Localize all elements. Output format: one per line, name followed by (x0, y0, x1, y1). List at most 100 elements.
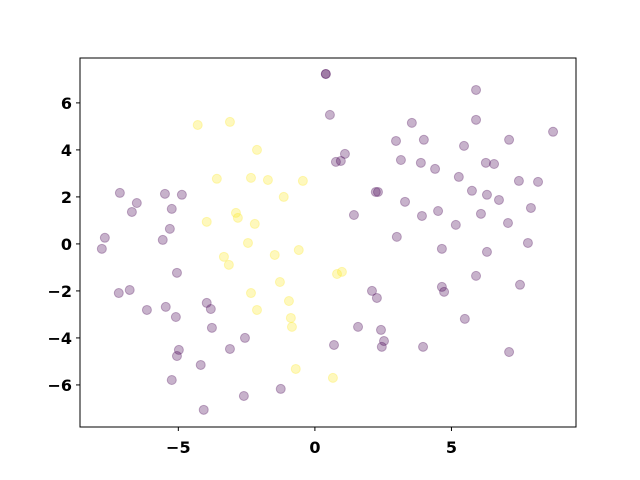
scatter-point (324, 109, 335, 120)
scatter-point (391, 135, 402, 146)
x-tick-label: −5 (166, 438, 191, 457)
scatter-point (481, 189, 492, 200)
x-tick-label: 0 (309, 438, 320, 457)
scatter-point (166, 374, 177, 385)
scatter-point (471, 114, 482, 125)
scatter-point (513, 175, 524, 186)
scatter-point (211, 173, 222, 184)
scatter-point (224, 116, 235, 127)
scatter-point (502, 217, 513, 228)
scatter-point (224, 343, 235, 354)
scatter-point (223, 259, 234, 270)
scatter-point (251, 144, 262, 155)
scatter-point (370, 186, 381, 197)
scatter-point (453, 171, 464, 182)
scatter-point (459, 140, 470, 151)
scatter-point (376, 341, 387, 352)
scatter-point (416, 210, 427, 221)
scatter-point (171, 267, 182, 278)
y-tick-label: 6 (61, 94, 72, 113)
scatter-point (195, 359, 206, 370)
scatter-point (262, 174, 273, 185)
scatter-point (157, 234, 168, 245)
scatter-point (400, 196, 411, 207)
scatter-point (375, 324, 386, 335)
y-tick-label: −6 (47, 376, 72, 395)
scatter-point (126, 206, 137, 217)
scatter-point (320, 68, 331, 79)
scatter-point (164, 223, 175, 234)
scatter-point (285, 312, 296, 323)
scatter-point (436, 243, 447, 254)
scatter-point (232, 212, 243, 223)
scatter-point (493, 194, 504, 205)
scatter-point (141, 304, 152, 315)
scatter-point (475, 208, 486, 219)
scatter-point (450, 219, 461, 230)
scatter-point (230, 207, 241, 218)
scatter-point (418, 134, 429, 145)
scatter-point (330, 156, 341, 167)
scatter-point (160, 301, 171, 312)
scatter-point (525, 202, 536, 213)
scatter-point (238, 390, 249, 401)
scatter-point (436, 281, 447, 292)
scatter-point (406, 117, 417, 128)
scatter-point (206, 322, 217, 333)
y-tick-label: 2 (61, 188, 72, 207)
y-tick-label: 4 (61, 141, 72, 160)
scatter-point (395, 155, 406, 166)
scatter-point (548, 126, 559, 137)
scatter-point (415, 157, 426, 168)
plot-frame (79, 57, 577, 428)
scatter-point (335, 155, 346, 166)
scatter-point (353, 321, 364, 332)
scatter-point (278, 191, 289, 202)
scatter-point (124, 284, 135, 295)
scatter-point (332, 268, 343, 279)
scatter-point (201, 297, 212, 308)
scatter-point (274, 276, 285, 287)
scatter-point (471, 270, 482, 281)
y-tick-label: −4 (47, 329, 72, 348)
scatter-point (372, 186, 383, 197)
scatter-point (198, 404, 209, 415)
scatter-point (515, 279, 526, 290)
scatter-point (170, 312, 181, 323)
scatter-point (290, 363, 301, 374)
scatter-point (320, 68, 331, 79)
scatter-point (433, 206, 444, 217)
scatter-point (348, 210, 359, 221)
y-tick-label: −2 (47, 282, 72, 301)
scatter-point (471, 84, 482, 95)
scatter-point (205, 304, 216, 315)
scatter-point (159, 188, 170, 199)
scatter-point (378, 335, 389, 346)
scatter-point (245, 172, 256, 183)
scatter-point (242, 237, 253, 248)
scatter-point (480, 157, 491, 168)
scatter-point (286, 321, 297, 332)
scatter-point (366, 285, 377, 296)
scatter-point (201, 216, 212, 227)
scatter-point (297, 175, 308, 186)
scatter-point (522, 237, 533, 248)
scatter-point (391, 231, 402, 242)
scatter-point (192, 119, 203, 130)
scatter-point (339, 148, 350, 159)
scatter-point (336, 266, 347, 277)
scatter-point (251, 304, 262, 315)
scatter-point (99, 232, 110, 243)
scatter-point (166, 203, 177, 214)
scatter-point (481, 246, 492, 257)
scatter-point (283, 296, 294, 307)
scatter-point (329, 339, 340, 350)
scatter-point (275, 383, 286, 394)
scatter-point (327, 372, 338, 383)
scatter-point (504, 347, 515, 358)
scatter-point (371, 292, 382, 303)
scatter-point (239, 332, 250, 343)
scatter-point (173, 344, 184, 355)
scatter-point (114, 187, 125, 198)
